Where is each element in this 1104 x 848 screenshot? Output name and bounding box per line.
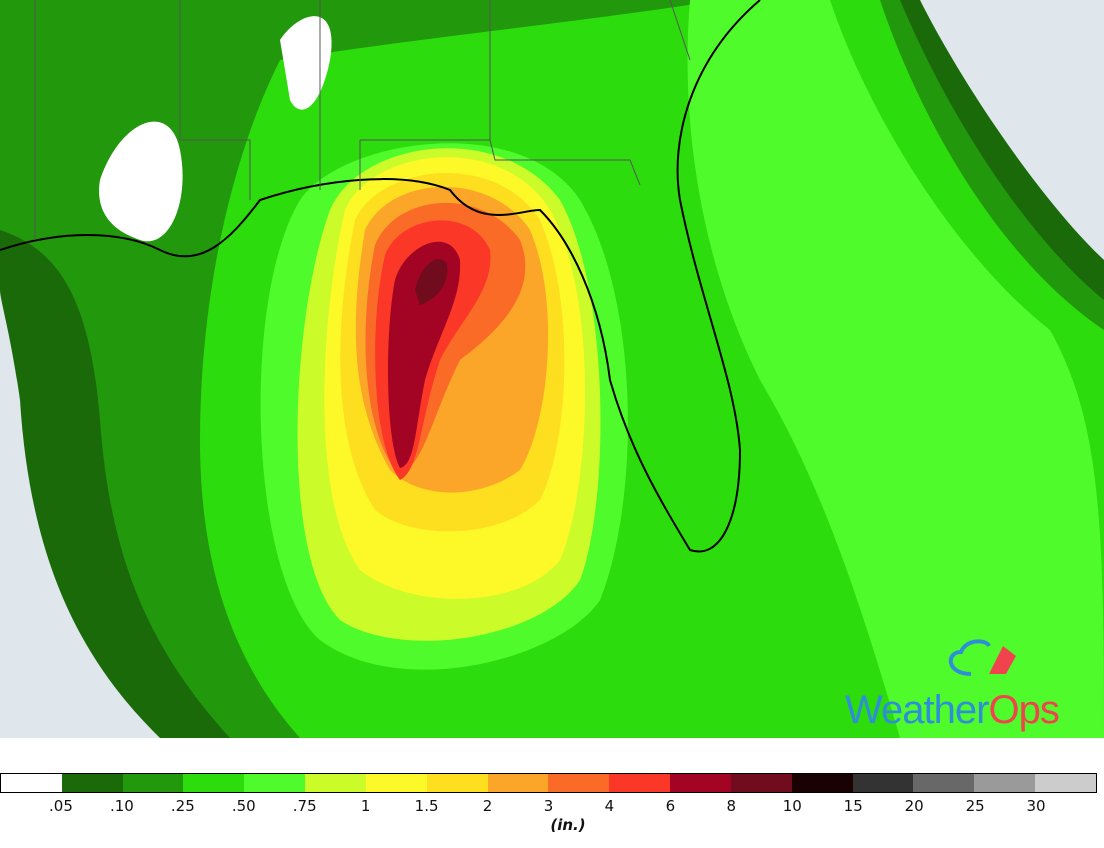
- legend-label: 15: [843, 797, 863, 815]
- coastline: [0, 0, 761, 553]
- legend-label: 20: [904, 797, 924, 815]
- cloud-logo-icon: [948, 639, 1016, 676]
- legend-swatch: [670, 774, 731, 792]
- legend-label: .50: [231, 797, 256, 815]
- legend-label: 6: [665, 797, 676, 815]
- state-borders: [34, 0, 691, 240]
- legend-label: 1.5: [414, 797, 439, 815]
- legend-swatch: [305, 774, 366, 792]
- legend-swatch: [1, 774, 62, 792]
- legend-swatch: [791, 774, 853, 792]
- legend-label: .10: [109, 797, 134, 815]
- legend-label: .75: [292, 797, 317, 815]
- legend-label: 4: [604, 797, 615, 815]
- legend-swatch: [913, 774, 975, 792]
- legend-swatch: [61, 774, 123, 792]
- legend-swatch: [365, 774, 427, 792]
- legend-swatch: [244, 774, 306, 792]
- logo-text-ops: Ops: [988, 688, 1059, 732]
- legend-swatch: [487, 774, 549, 792]
- legend-label: 8: [726, 797, 737, 815]
- precip-maroon: [415, 259, 448, 305]
- logo-text: WeatherOps: [845, 688, 1060, 733]
- legend-swatch: [974, 774, 1036, 792]
- legend-swatch: [426, 774, 488, 792]
- legend-label: 10: [782, 797, 802, 815]
- legend-label: .25: [170, 797, 195, 815]
- legend-units: (in.): [550, 816, 586, 834]
- precipitation-map: [0, 0, 1104, 738]
- legend-label: 3: [543, 797, 554, 815]
- legend-swatch: [852, 774, 914, 792]
- precip-light-green: [687, 0, 1104, 738]
- legend-swatch: [122, 774, 184, 792]
- legend-swatch: [548, 774, 610, 792]
- legend-label: 25: [965, 797, 985, 815]
- legend-label: 30: [1026, 797, 1046, 815]
- legend-label: 2: [482, 797, 493, 815]
- legend-label: 1: [360, 797, 371, 815]
- legend-label: .05: [49, 797, 73, 815]
- legend-swatch: [183, 774, 245, 792]
- legend-swatch: [730, 774, 792, 792]
- legend-swatch: [1035, 774, 1096, 792]
- logo-text-weather: Weather: [845, 688, 989, 732]
- legend-color-bar: [0, 773, 1097, 793]
- precip-crimson: [388, 241, 461, 468]
- weatherops-logo: [843, 632, 1103, 738]
- legend-swatch: [609, 774, 671, 792]
- land-nodata-north: [99, 16, 332, 242]
